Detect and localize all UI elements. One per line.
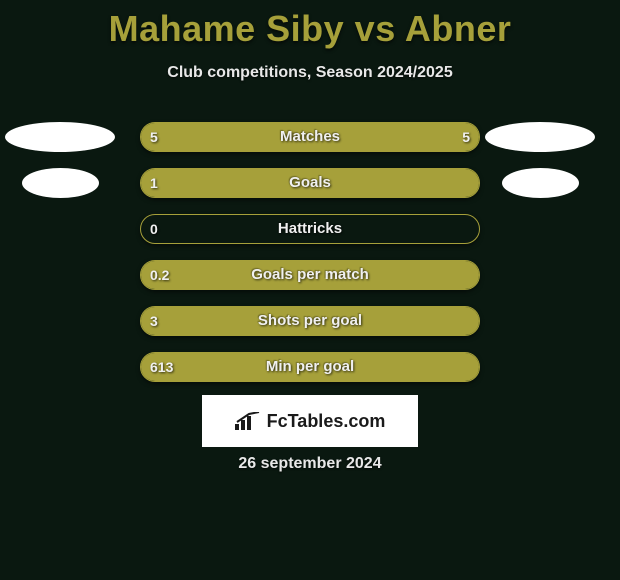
indicator-oval-left: [5, 122, 115, 152]
subtitle: Club competitions, Season 2024/2025: [0, 64, 620, 82]
indicator-oval-left: [22, 168, 99, 198]
bar-fill-left: [141, 261, 479, 289]
bar-track: [140, 306, 480, 336]
bar-track: [140, 260, 480, 290]
comparison-infographic: Mahame Siby vs Abner Club competitions, …: [0, 0, 620, 580]
stat-row: Goals per match0.2: [0, 260, 620, 290]
logo-chart-icon: [235, 412, 261, 430]
bar-fill-left: [141, 307, 479, 335]
bar-fill-left: [141, 169, 479, 197]
logo-box: FcTables.com: [202, 395, 418, 447]
page-title: Mahame Siby vs Abner: [0, 0, 620, 50]
chart-area: Matches55 Goals1 Hattricks0 Goals per match…: [0, 122, 620, 398]
stat-row: Shots per goal3: [0, 306, 620, 336]
bar-fill-left: [141, 353, 479, 381]
stat-row: Min per goal613: [0, 352, 620, 382]
bar-track: [140, 168, 480, 198]
stat-row: Goals1: [0, 168, 620, 198]
bar-fill-right: [310, 123, 479, 151]
stat-row: Matches55: [0, 122, 620, 152]
stat-row: Hattricks0: [0, 214, 620, 244]
indicator-oval-right: [502, 168, 579, 198]
date-text: 26 september 2024: [0, 455, 620, 473]
indicator-oval-right: [485, 122, 595, 152]
bar-track: [140, 352, 480, 382]
logo-text: FcTables.com: [267, 411, 386, 432]
bar-track: [140, 122, 480, 152]
bar-fill-left: [141, 123, 310, 151]
bar-track: [140, 214, 480, 244]
logo: FcTables.com: [235, 411, 386, 432]
